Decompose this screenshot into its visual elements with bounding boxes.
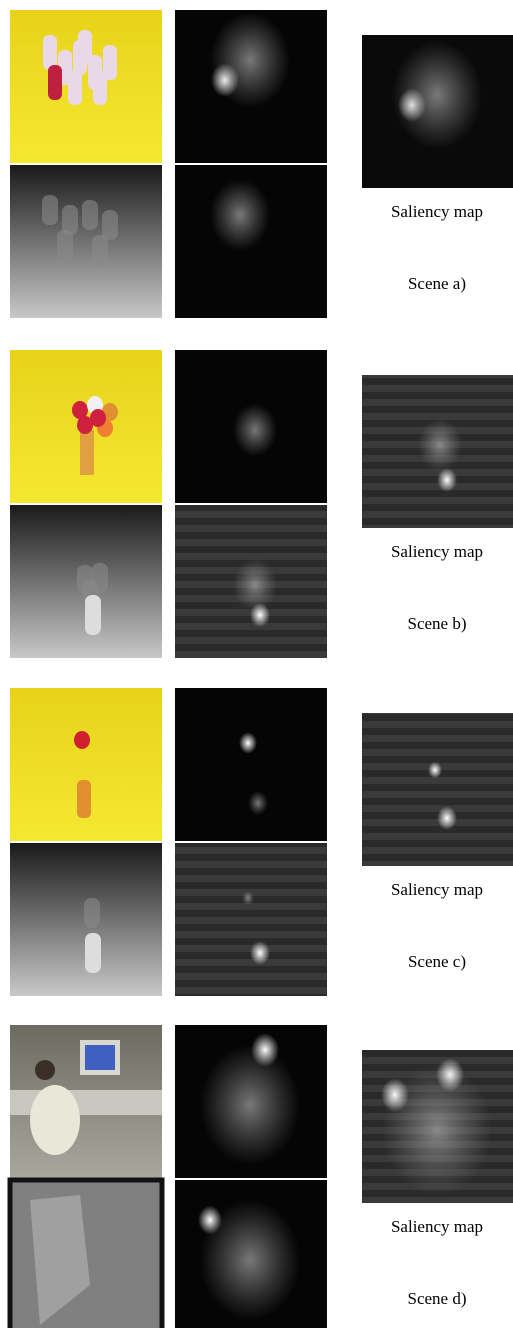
cylinder: [93, 70, 107, 105]
map-label: Saliency map: [391, 542, 483, 561]
blob: [418, 419, 462, 472]
blob: [392, 41, 482, 149]
depth-object: [85, 595, 101, 635]
blob: [248, 791, 268, 815]
cylinder: [80, 430, 94, 475]
blob: [233, 404, 277, 457]
cylinder: [78, 30, 92, 65]
blob: [200, 1045, 300, 1165]
blob: [233, 559, 277, 612]
depth-map: [10, 165, 162, 318]
depth-object: [57, 230, 73, 260]
scene-label: Scene b): [407, 614, 466, 633]
depth-object: [102, 210, 118, 240]
cylinder: [90, 409, 106, 427]
scene: Saliency map Scene a): [10, 10, 513, 318]
figure: Saliency map Scene a) Saliency map Scene b)…: [0, 0, 513, 1328]
blob: [242, 891, 254, 905]
map-label: Saliency map: [391, 1217, 483, 1236]
depth-object: [92, 235, 108, 265]
blob: [200, 1200, 300, 1320]
feature-map-top: [175, 688, 327, 841]
blob: [210, 179, 270, 251]
scene: Saliency map Scene b): [10, 350, 513, 658]
scene-label: Scene d): [407, 1289, 466, 1308]
photo: [10, 688, 162, 841]
blob: [239, 732, 257, 754]
map-label: Saliency map: [391, 202, 483, 221]
blob: [382, 1064, 492, 1196]
cylinder: [74, 731, 90, 749]
scene: Saliency map Scene c): [10, 688, 513, 996]
scene-label: Scene a): [408, 274, 466, 293]
cylinder: [48, 65, 62, 100]
feature-map-bottom: [175, 843, 327, 996]
cylinder: [77, 780, 91, 818]
blob: [250, 941, 270, 965]
blob: [428, 762, 442, 779]
depth-object: [85, 933, 101, 973]
blob: [250, 603, 270, 627]
blob: [437, 468, 457, 492]
person: [30, 1085, 80, 1155]
depth-object: [84, 898, 100, 928]
scene-label: Scene c): [408, 952, 466, 971]
scene: Saliency map Scene d): [10, 1025, 513, 1328]
page: Saliency map Scene a) Saliency map Scene b)…: [0, 0, 513, 1328]
map-label: Saliency map: [391, 880, 483, 899]
blob: [437, 806, 457, 830]
saliency-map: [362, 713, 513, 866]
screen: [85, 1045, 115, 1070]
blob: [210, 12, 290, 108]
head: [35, 1060, 55, 1080]
cylinder: [68, 70, 82, 105]
depth-object: [82, 200, 98, 230]
cylinder: [43, 35, 57, 70]
depth-object: [42, 195, 58, 225]
